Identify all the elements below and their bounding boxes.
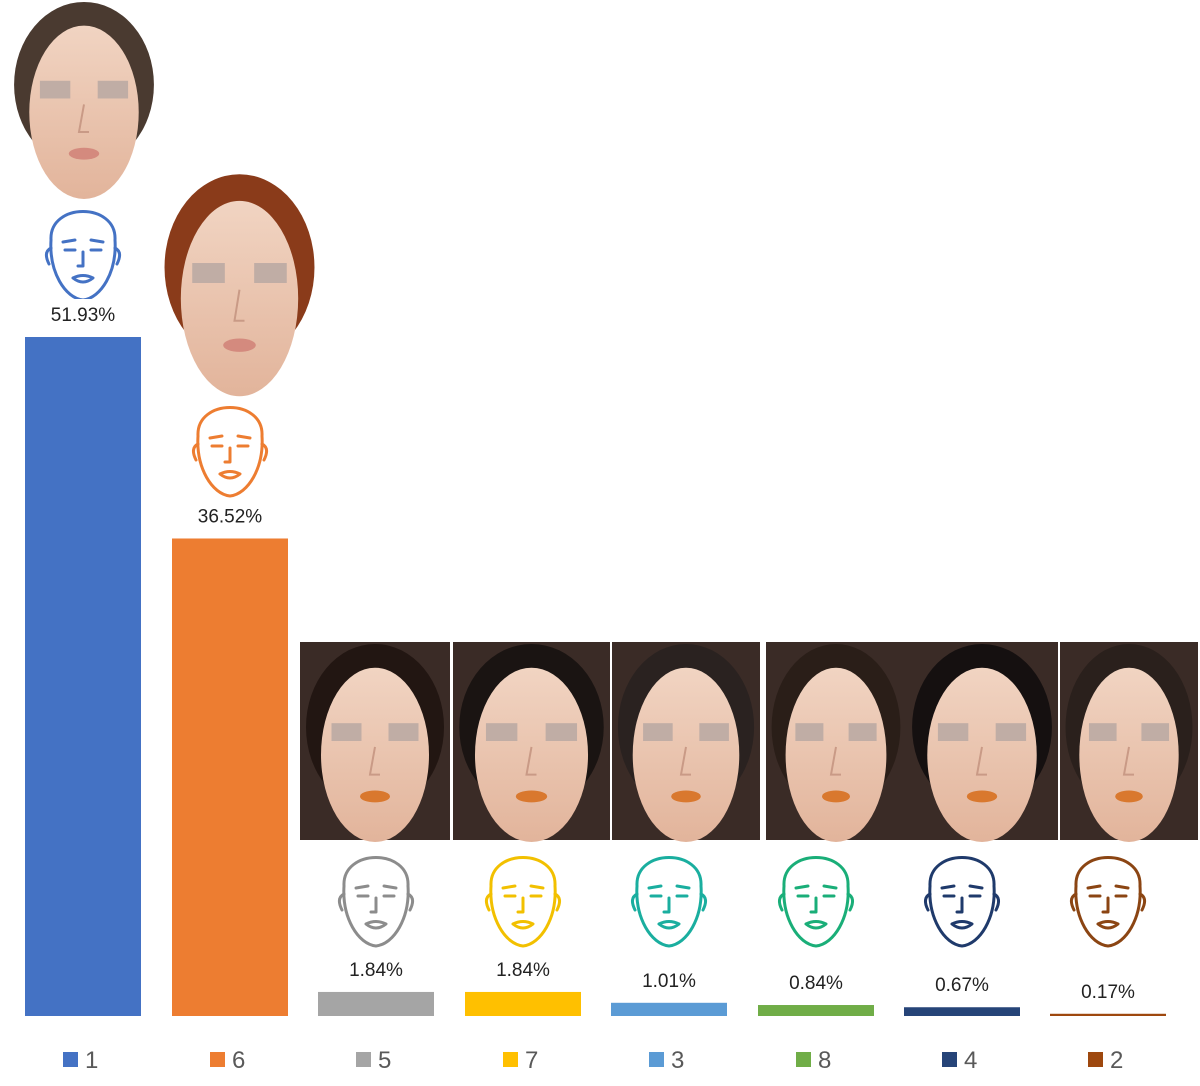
value-label-box [186, 500, 274, 531]
legend-label-7: 7 [525, 1047, 538, 1074]
legend-label-4: 4 [964, 1047, 977, 1074]
legend-swatch-5 [356, 1052, 371, 1067]
value-label-type-4: 0.67% [935, 975, 989, 996]
legend-swatch-3 [649, 1052, 664, 1067]
value-label-type-2: 0.17% [1081, 982, 1135, 1003]
legend-label-5: 5 [378, 1047, 391, 1074]
value-label-type-6: 36.52% [198, 506, 263, 527]
legend-swatch-4 [942, 1052, 957, 1067]
value-label-box [479, 953, 567, 984]
bar-type-4 [904, 1007, 1020, 1016]
bar-type-7 [465, 991, 581, 1016]
legend-label-6: 6 [232, 1047, 245, 1074]
face-photo-type-8 [766, 642, 906, 842]
legend-label-2: 2 [1110, 1047, 1123, 1074]
legend-label-8: 8 [818, 1047, 831, 1074]
face-photo-type-6 [158, 172, 321, 397]
value-label-box [918, 969, 1006, 1000]
bar-type-5 [318, 991, 434, 1016]
face-shape-type-5-icon [337, 856, 415, 948]
value-label-box [39, 299, 127, 329]
value-label-box [625, 964, 713, 995]
face-shape-type-2-icon [1069, 856, 1147, 948]
value-label-type-5: 1.84% [349, 960, 403, 981]
value-label-type-7: 1.84% [496, 960, 550, 981]
face-photo-type-4 [906, 642, 1058, 842]
bar-type-6 [172, 538, 288, 1016]
value-label-box [772, 967, 860, 998]
face-shape-type-6-icon [191, 406, 269, 498]
face-shape-type-8-icon [777, 856, 855, 948]
face-photo-type-3 [612, 642, 760, 842]
legend-swatch-6 [210, 1052, 225, 1067]
value-label-type-3: 1.01% [642, 971, 696, 992]
face-shape-type-1-icon [44, 210, 122, 302]
face-shape-type-7-icon [484, 856, 562, 948]
face-shape-type-4-icon [923, 856, 1001, 948]
face-shape-type-3-icon [630, 856, 708, 948]
value-label-type-1: 51.93% [51, 305, 116, 326]
bar-type-3 [611, 1002, 727, 1016]
legend-label-1: 1 [85, 1047, 98, 1074]
legend-swatch-1 [63, 1052, 78, 1067]
legend-swatch-8 [796, 1052, 811, 1067]
value-label-type-8: 0.84% [789, 973, 843, 994]
bar-type-1 [25, 337, 141, 1016]
bar-type-8 [758, 1005, 874, 1016]
face-photo-type-2 [1060, 642, 1198, 842]
legend-label-3: 3 [671, 1047, 684, 1074]
legend-swatch-2 [1088, 1052, 1103, 1067]
face-photo-type-5 [300, 642, 450, 842]
face-photo-type-1 [8, 0, 160, 199]
bar-type-2 [1050, 1013, 1166, 1016]
value-label-box [1064, 975, 1152, 1006]
legend-swatch-7 [503, 1052, 518, 1067]
face-photo-type-7 [453, 642, 610, 842]
value-label-box [332, 953, 420, 984]
